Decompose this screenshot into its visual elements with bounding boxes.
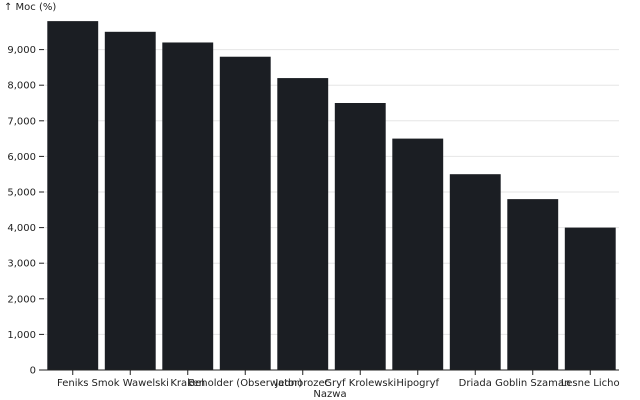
y-tick-label: 0 (30, 366, 36, 377)
y-axis: 0 1,000 2,000 3,000 4,000 5,000 6,000 7,000 8,00… (7, 45, 44, 377)
bar (104, 31, 156, 371)
bar (334, 103, 386, 370)
y-tick-label: 2,000 (7, 294, 36, 305)
y-tick-label: 1,000 (7, 330, 36, 341)
x-tick-label: Kraken (170, 378, 205, 389)
bars (47, 21, 616, 371)
x-tick-label: Lesne Licho (561, 378, 620, 389)
x-tick-label: Hipogryf (396, 378, 439, 389)
x-axis-title: Nazwa (313, 389, 346, 400)
y-tick-label: 5,000 (7, 188, 36, 199)
x-tick-label: Gryf Krolewski (324, 378, 396, 389)
bar (47, 21, 99, 371)
x-tick-label: Beholder (Obserwator) (188, 378, 302, 389)
bar (162, 42, 214, 370)
x-tick-label: Jednorozec (274, 378, 330, 389)
y-tick-label: 9,000 (7, 45, 36, 56)
x-tick-label: Driada (459, 378, 492, 389)
y-tick-label: 4,000 (7, 223, 36, 234)
y-axis-title: ↑ Moc (%) (4, 2, 56, 13)
y-tick-label: 6,000 (7, 152, 36, 163)
y-tick-label: 3,000 (7, 259, 36, 270)
y-tick-label: 8,000 (7, 81, 36, 92)
bar (564, 227, 616, 370)
bar (277, 78, 329, 370)
bar (449, 174, 501, 370)
bar (507, 199, 559, 370)
x-tick-label: Smok Wawelski (92, 378, 169, 389)
bar (392, 138, 444, 370)
x-tick-label: Goblin Szaman (495, 378, 570, 389)
x-tick-label: Feniks (57, 378, 88, 389)
y-tick-label: 7,000 (7, 116, 36, 127)
bar (219, 56, 271, 370)
